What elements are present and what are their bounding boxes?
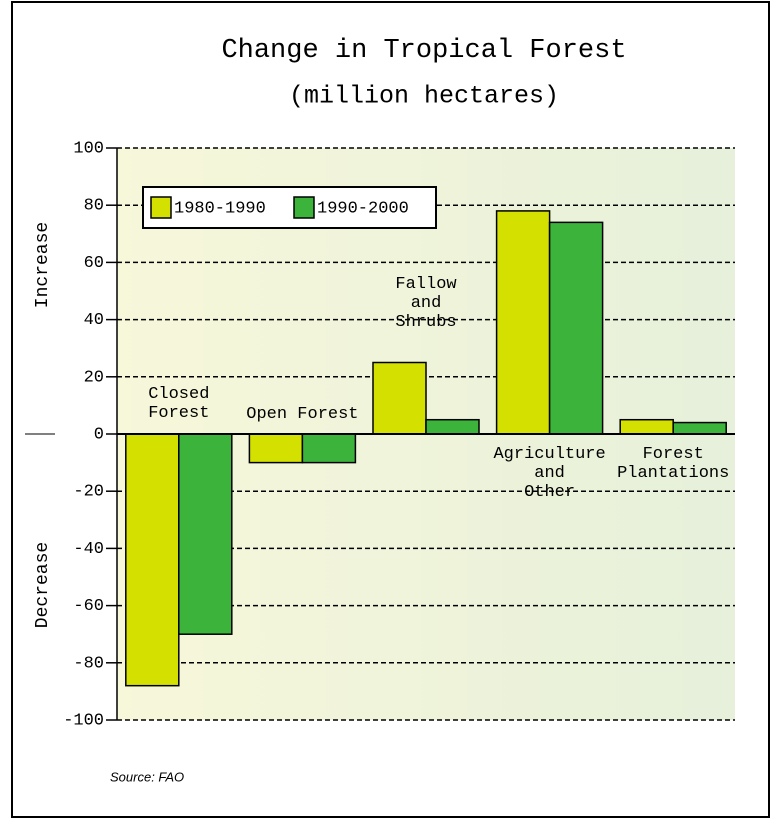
- source-note: Source: FAO: [110, 769, 184, 784]
- bar: [548, 221, 604, 435]
- bar: [372, 361, 427, 435]
- category-label: Open Forest: [246, 405, 359, 424]
- frame: [11, 1, 770, 818]
- bar: [672, 421, 727, 435]
- bar: [248, 433, 304, 464]
- y-tick-label: 60: [84, 254, 104, 273]
- y-tick-label: -60: [73, 597, 104, 616]
- category-label: Forest Plantations: [617, 445, 730, 483]
- legend-label: 1990-2000: [317, 199, 409, 218]
- legend-swatch: [293, 196, 315, 219]
- bar: [425, 418, 480, 435]
- y-tick-label: 20: [84, 368, 104, 387]
- category-label: Fallow and Shrubs: [395, 275, 457, 332]
- legend-label: 1980-1990: [174, 199, 266, 218]
- bar: [301, 433, 357, 464]
- chart-title: Change in Tropical Forest: [221, 36, 626, 66]
- bar: [178, 433, 233, 635]
- bar: [495, 210, 551, 435]
- bar: [125, 433, 180, 687]
- y-tick-label: 100: [73, 139, 104, 158]
- y-tick-label: -40: [73, 540, 104, 559]
- category-label: Agriculture and Other: [493, 445, 606, 502]
- y-tick-label: 40: [84, 311, 104, 330]
- bar: [619, 418, 674, 435]
- y-tick-label: -80: [73, 654, 104, 673]
- y-axis-label: Decrease: [33, 542, 53, 628]
- y-tick-label: -100: [63, 711, 104, 730]
- y-axis-label: Increase: [33, 222, 53, 308]
- y-tick-label: -20: [73, 483, 104, 502]
- y-tick-label: 0: [94, 425, 104, 444]
- legend-swatch: [150, 196, 172, 219]
- chart-subtitle: (million hectares): [289, 82, 559, 111]
- category-label: Closed Forest: [148, 385, 210, 423]
- y-tick-label: 80: [84, 197, 104, 216]
- legend-box: [142, 186, 437, 229]
